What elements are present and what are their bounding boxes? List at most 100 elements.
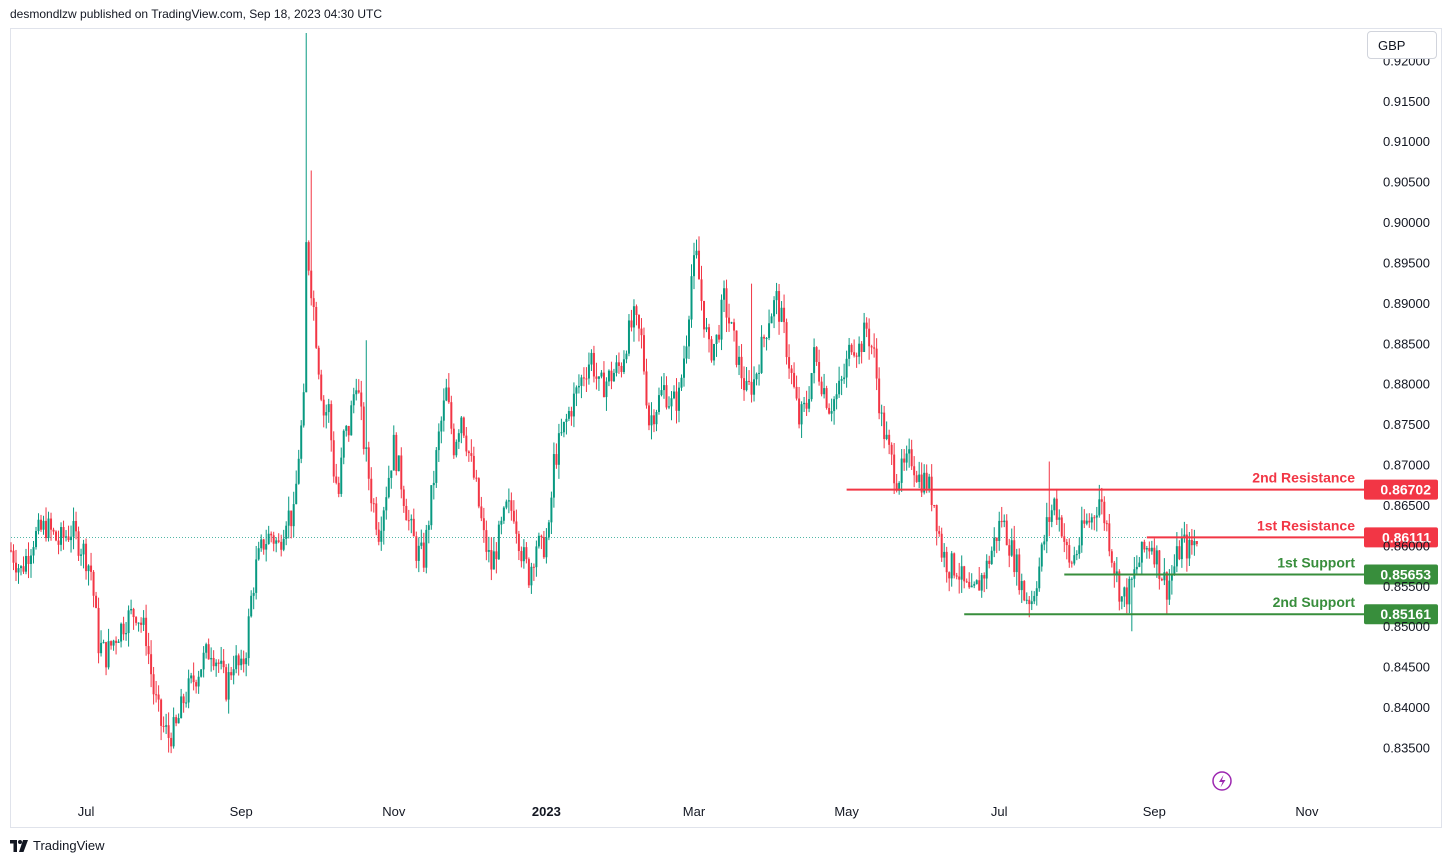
candle-body — [1178, 546, 1181, 560]
candle-body — [187, 678, 190, 703]
candle-body — [17, 568, 20, 573]
candle-body — [1018, 554, 1021, 591]
candle-body — [527, 559, 530, 586]
candle-body — [87, 565, 90, 572]
candle-body — [1073, 555, 1076, 564]
candle-body — [733, 322, 736, 331]
candle-body — [205, 644, 208, 653]
y-tick-label: 0.88000 — [1383, 377, 1430, 392]
candle-body — [710, 339, 713, 361]
candle-body — [795, 386, 798, 399]
candles-layer — [10, 33, 1198, 754]
candle-body — [100, 642, 103, 654]
candle-body — [550, 497, 553, 523]
candle-body — [850, 344, 853, 353]
candle-body — [207, 644, 210, 660]
currency-selector[interactable]: GBP — [1367, 31, 1437, 59]
candle-body — [1148, 548, 1151, 552]
candle-body — [240, 658, 243, 666]
level-label: 1st Resistance — [1257, 517, 1355, 533]
candle-body — [320, 374, 323, 400]
candle-body — [1070, 562, 1073, 564]
candle-body — [878, 378, 881, 414]
candle-body — [42, 520, 45, 530]
candle-body — [27, 555, 30, 564]
x-tick-label: Jul — [78, 804, 95, 819]
candle-body — [860, 343, 863, 352]
candle-body — [520, 551, 523, 562]
candle-body — [472, 455, 475, 478]
candle-body — [407, 520, 410, 522]
candle-body — [703, 300, 706, 330]
candle-body — [863, 322, 866, 352]
y-tick-label: 0.91500 — [1383, 94, 1430, 109]
candle-body — [440, 420, 443, 432]
candle-body — [672, 391, 675, 399]
candle-body — [310, 270, 313, 299]
candle-body — [537, 535, 540, 547]
candle-body — [693, 255, 696, 277]
candle-body — [292, 504, 295, 527]
candle-body — [973, 584, 976, 586]
candle-body — [647, 405, 650, 426]
candle-body — [768, 323, 771, 338]
candle-body — [195, 682, 198, 687]
candle-body — [635, 306, 638, 316]
candle-body — [555, 454, 558, 465]
price-tag — [1364, 527, 1438, 548]
candle-body — [317, 347, 320, 375]
candle-body — [1100, 499, 1103, 502]
candle-body — [1123, 587, 1126, 597]
candle-body — [865, 322, 868, 329]
candle-body — [192, 675, 195, 683]
candle-body — [535, 546, 538, 568]
x-tick-label: Sep — [1143, 804, 1166, 819]
candle-body — [177, 718, 180, 724]
candle-body — [572, 393, 575, 417]
candle-body — [45, 520, 48, 539]
candle-body — [545, 537, 548, 558]
candle-body — [888, 434, 891, 445]
candle-body — [675, 391, 678, 411]
candle-body — [427, 525, 430, 530]
candle-body — [330, 404, 333, 441]
candle-body — [1143, 541, 1146, 550]
candle-body — [102, 642, 105, 644]
candle-body — [773, 300, 776, 317]
candle-body — [923, 472, 926, 493]
candle-body — [105, 642, 108, 668]
candle-body — [1170, 573, 1173, 581]
candle-body — [1060, 517, 1063, 537]
candle-body — [995, 537, 998, 541]
candle-body — [290, 510, 293, 527]
candle-body — [1130, 578, 1133, 580]
candle-body — [677, 387, 680, 411]
candle-body — [270, 533, 273, 536]
candle-body — [175, 717, 178, 724]
candle-body — [140, 622, 143, 625]
footer-brand[interactable]: TradingView — [33, 838, 105, 853]
candle-body — [760, 336, 763, 373]
candle-body — [758, 372, 761, 374]
candle-body — [1013, 540, 1016, 573]
candle-body — [90, 565, 93, 572]
candle-body — [873, 347, 876, 349]
candle-body — [1050, 510, 1053, 522]
lightning-icon[interactable] — [1212, 771, 1232, 791]
candle-body — [652, 415, 655, 425]
y-tick-label: 0.88500 — [1383, 336, 1430, 351]
candle-body — [905, 453, 908, 463]
candle-body — [1063, 536, 1066, 542]
candle-body — [810, 373, 813, 400]
candle-body — [1180, 536, 1183, 560]
candle-body — [117, 641, 120, 643]
x-tick-label: Nov — [1295, 804, 1319, 819]
candle-body — [1173, 566, 1176, 574]
candle-body — [40, 519, 43, 530]
candle-body — [930, 476, 933, 506]
candle-body — [938, 531, 941, 534]
candle-body — [345, 425, 348, 431]
candle-body — [50, 518, 53, 530]
candle-body — [562, 421, 565, 433]
